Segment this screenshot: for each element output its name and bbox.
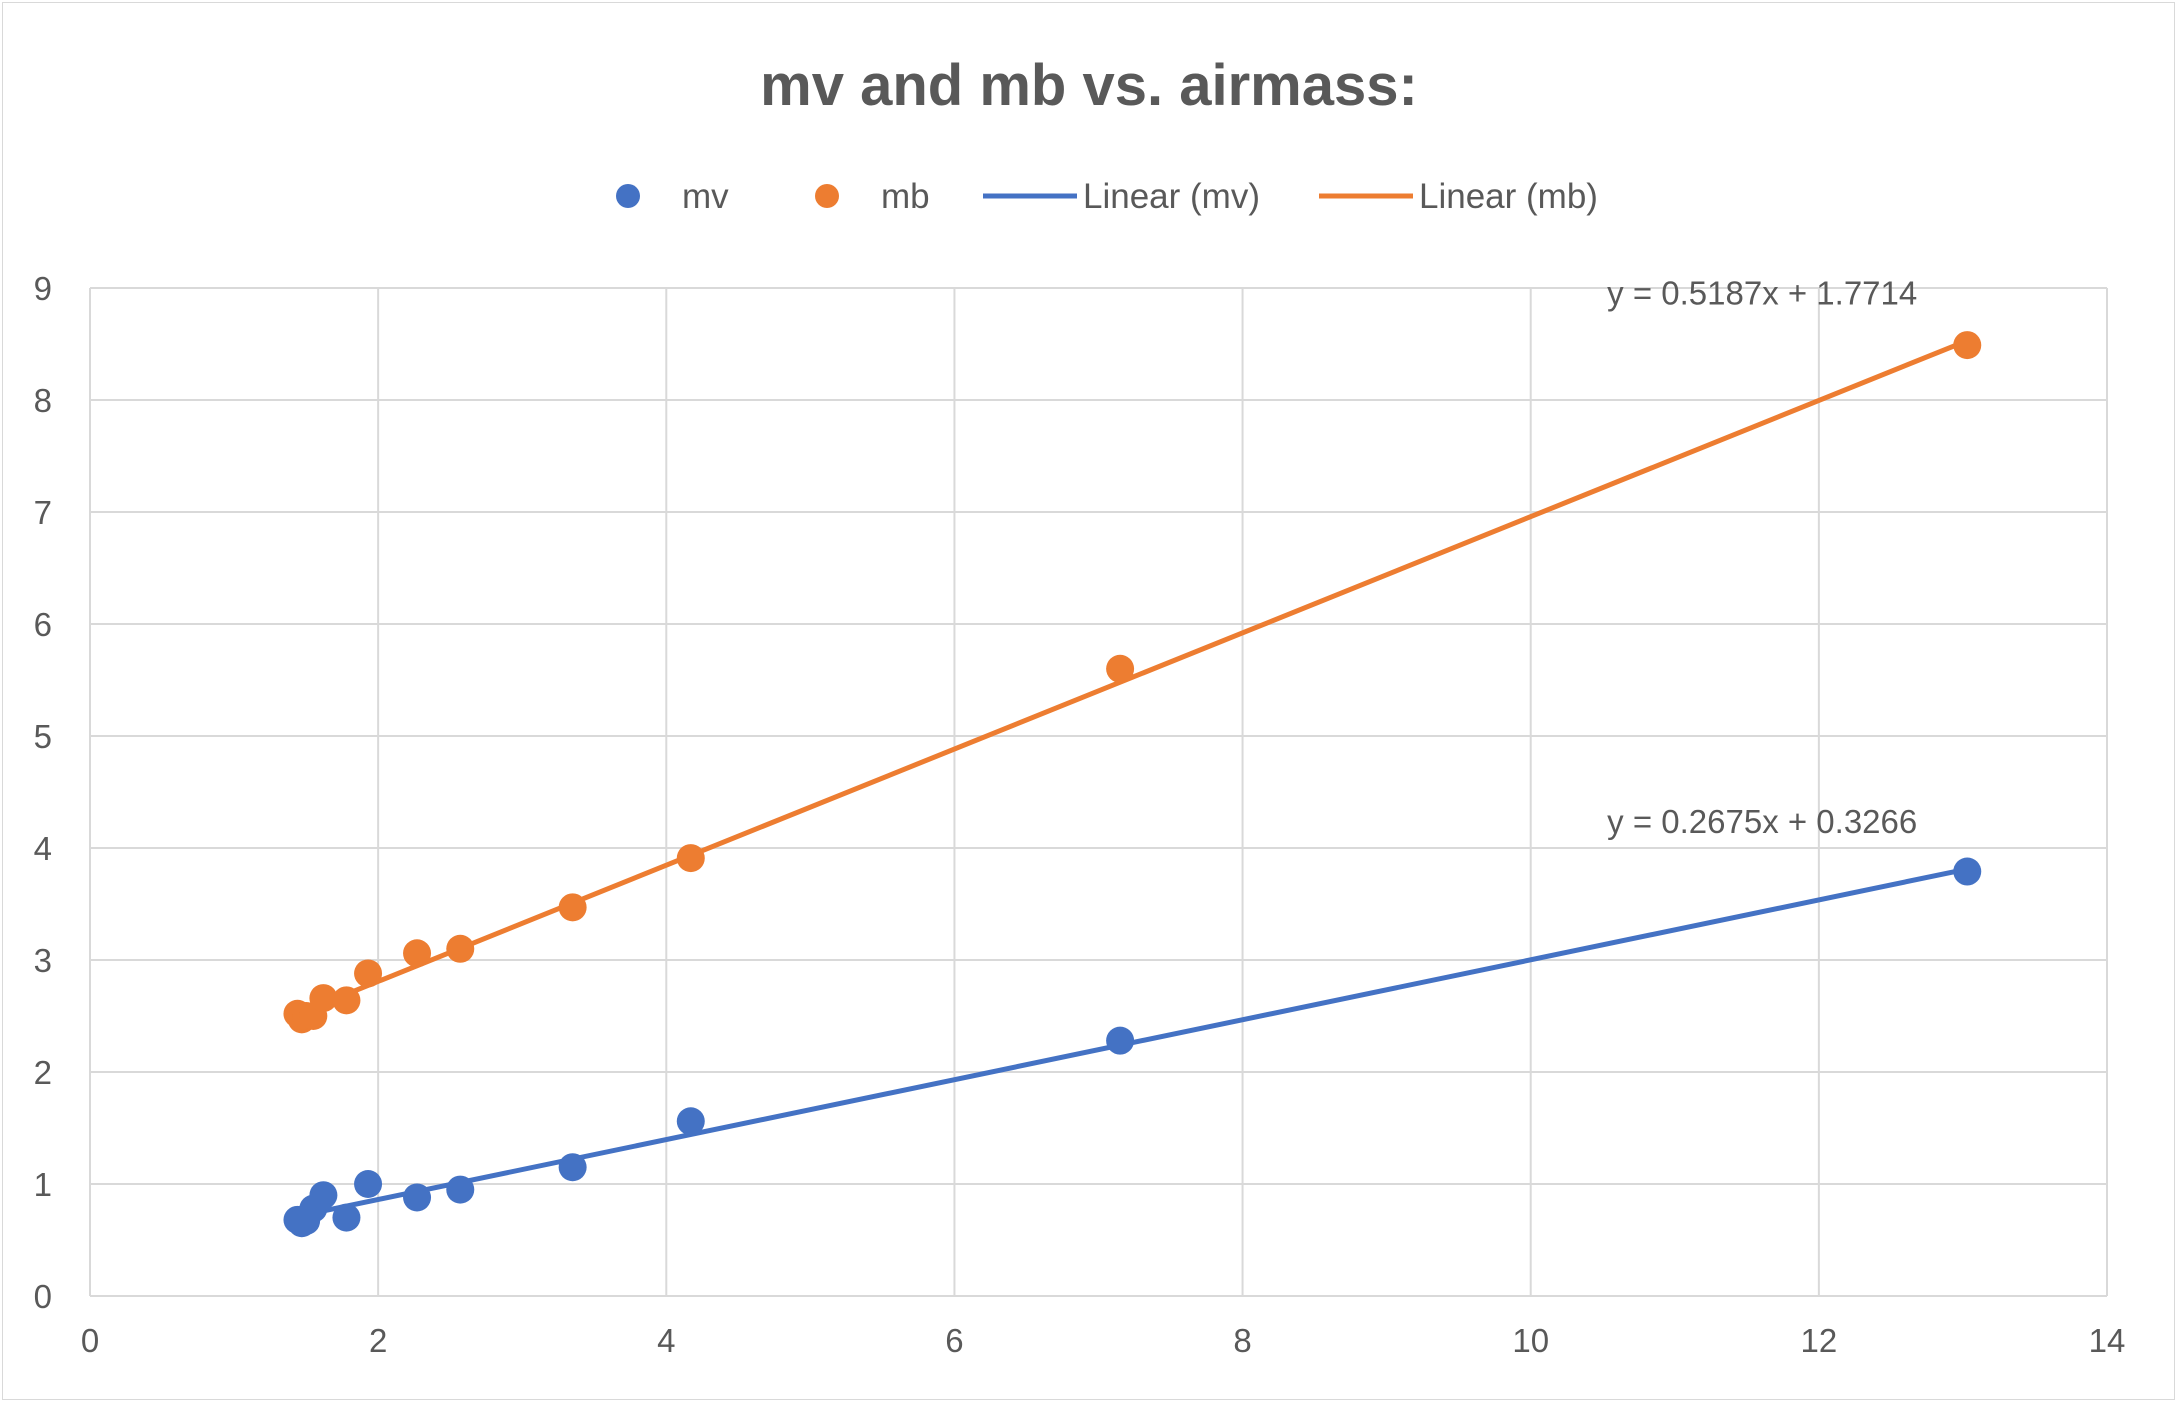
data-point-mv — [1106, 1026, 1135, 1055]
data-point-mb — [403, 939, 432, 968]
legend-marker-mv — [616, 184, 640, 208]
y-tick-label: 5 — [34, 718, 52, 755]
y-tick-label: 7 — [34, 494, 52, 531]
legend-label-mb: mb — [881, 177, 930, 216]
legend: mv mb Linear (mv) Linear (mb) — [616, 177, 1598, 216]
trendline-equations: y = 0.2675x + 0.3266 y = 0.5187x + 1.7714 — [1607, 275, 1917, 840]
legend-marker-mb — [815, 184, 839, 208]
legend-label-linear-mb: Linear (mb) — [1419, 177, 1598, 216]
y-tick-label: 0 — [34, 1278, 52, 1315]
y-tick-label: 8 — [34, 382, 52, 419]
data-point-mb — [332, 986, 361, 1015]
data-point-mb — [1106, 654, 1135, 683]
data-point-mv — [354, 1170, 383, 1198]
data-point-mb — [558, 893, 587, 922]
trendlines — [294, 338, 1970, 1219]
x-tick-label: 2 — [369, 1322, 387, 1359]
legend-item-mb: mb — [815, 177, 930, 216]
y-tick-label: 1 — [34, 1166, 52, 1203]
y-tick-label: 6 — [34, 606, 52, 643]
trendline-equation-linear-mb: y = 0.5187x + 1.7714 — [1607, 275, 1917, 312]
data-point-mb — [354, 959, 383, 988]
chart-title: mv and mb vs. airmass: — [760, 53, 1418, 118]
x-tick-label: 8 — [1233, 1322, 1251, 1359]
data-point-mv — [1953, 857, 1982, 886]
data-point-mv — [403, 1183, 432, 1212]
data-point-mv — [446, 1175, 475, 1204]
trendline-equation-linear-mv: y = 0.2675x + 0.3266 — [1607, 803, 1917, 840]
data-point-mv — [558, 1153, 587, 1182]
legend-item-linear-mb: Linear (mb) — [1319, 177, 1598, 216]
legend-item-linear-mv: Linear (mv) — [983, 177, 1260, 216]
data-points — [283, 331, 1982, 1238]
data-point-mb — [446, 934, 475, 963]
data-point-mv — [676, 1107, 705, 1136]
data-point-mb — [309, 984, 338, 1013]
data-point-mv — [309, 1181, 338, 1210]
trendline-linear-mb — [294, 338, 1970, 1017]
data-point-mb — [676, 844, 705, 873]
legend-label-mv: mv — [682, 177, 729, 216]
y-tick-label: 2 — [34, 1054, 52, 1091]
gridlines — [89, 287, 2108, 1297]
x-tick-label: 14 — [2089, 1322, 2126, 1359]
data-point-mb — [1953, 331, 1982, 360]
x-axis-ticks: 0 2 4 6 8 10 12 14 — [81, 1322, 2126, 1359]
x-tick-label: 12 — [1800, 1322, 1837, 1359]
y-tick-label: 9 — [34, 270, 52, 307]
y-tick-label: 4 — [34, 830, 52, 867]
y-tick-label: 3 — [34, 942, 52, 979]
x-tick-label: 10 — [1512, 1322, 1549, 1359]
x-tick-label: 6 — [945, 1322, 963, 1359]
x-tick-label: 4 — [657, 1322, 675, 1359]
data-point-mv — [332, 1203, 361, 1232]
legend-item-mv: mv — [616, 177, 729, 216]
y-axis-ticks: 0 1 2 3 4 5 6 7 8 9 — [34, 270, 52, 1315]
legend-label-linear-mv: Linear (mv) — [1083, 177, 1260, 216]
x-tick-label: 0 — [81, 1322, 99, 1359]
